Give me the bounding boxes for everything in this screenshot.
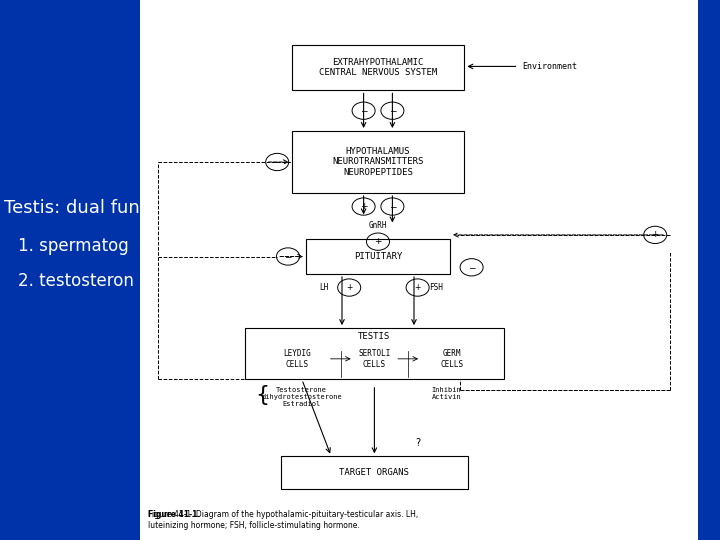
Text: −: −: [360, 106, 367, 115]
Text: PITUITARY: PITUITARY: [354, 252, 402, 261]
Text: −: −: [284, 252, 292, 261]
Text: 1. spermatog: 1. spermatog: [18, 237, 129, 255]
Text: 2. testosteron: 2. testosteron: [18, 272, 134, 290]
Text: {: {: [255, 384, 269, 405]
FancyBboxPatch shape: [292, 45, 464, 90]
Text: +: +: [415, 283, 420, 292]
Text: GnRH: GnRH: [369, 221, 387, 230]
Text: −: −: [274, 158, 281, 166]
Text: Testosterone
dihydrotestosterone
Estradiol: Testosterone dihydrotestosterone Estradi…: [261, 388, 342, 408]
Text: TARGET ORGANS: TARGET ORGANS: [339, 468, 410, 477]
Text: GERM
CELLS: GERM CELLS: [441, 349, 464, 368]
FancyBboxPatch shape: [292, 131, 464, 193]
Text: Inhibin
Activin: Inhibin Activin: [431, 388, 462, 401]
Text: −: −: [389, 106, 396, 115]
Text: SERTOLI
CELLS: SERTOLI CELLS: [359, 349, 390, 368]
Text: LEYDIG
CELLS: LEYDIG CELLS: [283, 349, 310, 368]
Text: +: +: [360, 202, 367, 211]
Text: +: +: [374, 237, 382, 246]
FancyBboxPatch shape: [281, 456, 468, 489]
Bar: [140, 0, 698, 540]
Text: EXTRAHYPOTHALAMIC
CENTRAL NERVOUS SYSTEM: EXTRAHYPOTHALAMIC CENTRAL NERVOUS SYSTEM: [319, 58, 437, 77]
Text: +: +: [652, 231, 659, 239]
Text: HYPOTHALAMUS
NEUROTRANSMITTERS
NEUROPEPTIDES: HYPOTHALAMUS NEUROTRANSMITTERS NEUROPEPT…: [333, 147, 423, 177]
Text: Environment: Environment: [522, 62, 577, 71]
Text: Figure 41-1.: Figure 41-1.: [148, 510, 200, 519]
Text: −: −: [389, 202, 396, 211]
Text: Figure 41-1. Diagram of the hypothalamic-pituitary-testicular axis. LH,
luteiniz: Figure 41-1. Diagram of the hypothalamic…: [148, 510, 418, 530]
Text: Testis: dual fun: Testis: dual fun: [4, 199, 140, 217]
Text: LH: LH: [320, 283, 328, 292]
FancyBboxPatch shape: [306, 239, 450, 274]
Text: −: −: [468, 263, 475, 272]
FancyBboxPatch shape: [245, 328, 504, 379]
Text: ?: ?: [415, 438, 420, 448]
Text: TESTIS: TESTIS: [359, 332, 390, 341]
Text: +: +: [346, 283, 352, 292]
Text: FSH: FSH: [428, 283, 443, 292]
